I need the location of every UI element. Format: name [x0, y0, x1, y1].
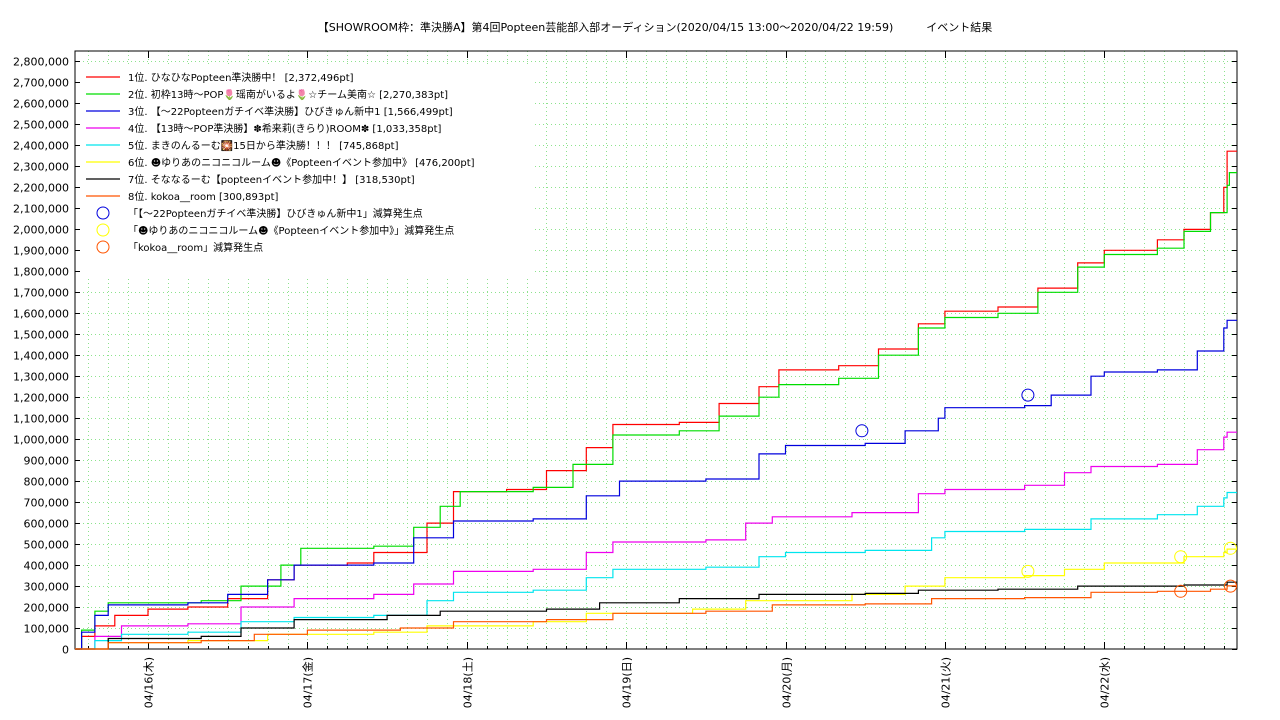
y-tick-label: 1,600,000 — [13, 308, 69, 321]
y-tick-label: 0 — [62, 644, 69, 657]
plot-frame — [74, 50, 1238, 650]
y-tick-label: 300,000 — [24, 581, 70, 594]
y-tick-label: 500,000 — [24, 539, 70, 552]
legend-label: 6位. ☻ゆりあのニコニコルーム☻《Popteenイベント参加中》 [476,2… — [128, 156, 475, 169]
y-tick-label: 1,900,000 — [13, 245, 69, 258]
x-tick-label: 04/19(日) — [621, 657, 634, 708]
y-tick-label: 700,000 — [24, 497, 70, 510]
legend: 1位. ひなひなPopteen準決勝中！ [2,372,496pt] 2位. 初枠… — [80, 66, 532, 278]
y-tick-label: 900,000 — [24, 455, 70, 468]
y-tick-label: 2,200,000 — [13, 182, 69, 195]
series-line — [75, 150, 1237, 650]
legend-label: 「kokoa__room」減算発生点 — [128, 241, 263, 254]
x-tick-label: 04/20(月) — [781, 657, 794, 708]
legend-marker — [96, 223, 110, 237]
y-tick-label: 1,800,000 — [13, 266, 69, 279]
series-line — [75, 581, 1237, 650]
x-tick-label: 04/22(水) — [1099, 657, 1112, 708]
marker-point — [1021, 388, 1035, 402]
legend-label: 4位. 【13時〜POP準決勝】✽希来莉(きらり)ROOM✽ [1,033,35… — [128, 122, 441, 135]
y-tick-label: 1,200,000 — [13, 392, 69, 405]
marker-point — [855, 424, 869, 438]
y-tick-label: 200,000 — [24, 602, 70, 615]
series-line — [75, 585, 1237, 650]
y-tick-label: 2,700,000 — [13, 77, 69, 90]
marker-point — [1224, 541, 1237, 555]
series-lines — [75, 150, 1237, 650]
marker-point — [1174, 584, 1188, 598]
series-line — [75, 172, 1237, 650]
axes: 0 100,000 200,000 300,000 400,000 500,000 600,… — [13, 50, 1238, 708]
y-tick-label: 400,000 — [24, 560, 70, 573]
legend-label: 「【〜22Popteenガチイベ準決勝】ひびきゅん新中1」減算発生点 — [128, 207, 423, 220]
legend-label: 「☻ゆりあのニコニコルーム☻《Popteenイベント参加中》」減算発生点 — [128, 224, 454, 237]
legend-marker — [96, 240, 110, 254]
chart-title: 【SHOWROOM枠：準決勝A】第4回Popteen芸能部入部オーディション(2… — [318, 20, 993, 34]
y-tick-label: 2,600,000 — [13, 98, 69, 111]
y-tick-label: 600,000 — [24, 518, 70, 531]
y-tick-label: 100,000 — [24, 623, 70, 636]
y-tick-label: 2,300,000 — [13, 161, 69, 174]
legend-label: 1位. ひなひなPopteen準決勝中！ [2,372,496pt] — [128, 71, 354, 84]
y-tick-label: 2,500,000 — [13, 119, 69, 132]
legend-box — [80, 66, 532, 278]
y-tick-label: 800,000 — [24, 476, 70, 489]
marker-point — [1174, 550, 1188, 564]
y-tick-label: 1,500,000 — [13, 329, 69, 342]
legend-label: 3位. 【〜22Popteenガチイベ準決勝】ひびきゅん新中1 [1,566,4… — [128, 105, 453, 118]
x-tick-label: 04/21(火) — [940, 657, 953, 708]
y-tick-label: 1,400,000 — [13, 350, 69, 363]
x-tick-label: 04/18(土) — [462, 657, 475, 708]
y-tick-label: 2,000,000 — [13, 224, 69, 237]
x-tick-label: 04/16(木) — [143, 657, 156, 708]
series-line — [75, 431, 1237, 650]
x-tick-label: 04/17(金) — [301, 657, 315, 708]
legend-label: 2位. 初枠13時〜POP🌷瑶南がいるよ🌷☆チーム美南☆ [2,270,383p… — [128, 88, 448, 101]
legend-marker — [96, 206, 110, 220]
y-tick-label: 2,100,000 — [13, 203, 69, 216]
markers — [855, 388, 1237, 598]
y-tick-label: 2,400,000 — [13, 140, 69, 153]
y-tick-label: 1,100,000 — [13, 413, 69, 426]
y-tick-label: 2,800,000 — [13, 56, 69, 69]
y-tick-label: 1,000,000 — [13, 434, 69, 447]
series-line — [75, 491, 1237, 650]
legend-label: 5位. まきのんるーむ🎇15日から準決勝！！！ [745,868pt] — [128, 139, 399, 152]
legend-label: 8位. kokoa__room [300,893pt] — [128, 190, 279, 203]
series-line — [75, 319, 1237, 650]
legend-label: 7位. そななるーむ【popteenイベント参加中！】 [318,530pt] — [128, 173, 415, 186]
marker-point — [1224, 579, 1237, 593]
y-tick-label: 1,300,000 — [13, 371, 69, 384]
y-tick-label: 1,700,000 — [13, 287, 69, 300]
marker-point — [1021, 564, 1035, 578]
